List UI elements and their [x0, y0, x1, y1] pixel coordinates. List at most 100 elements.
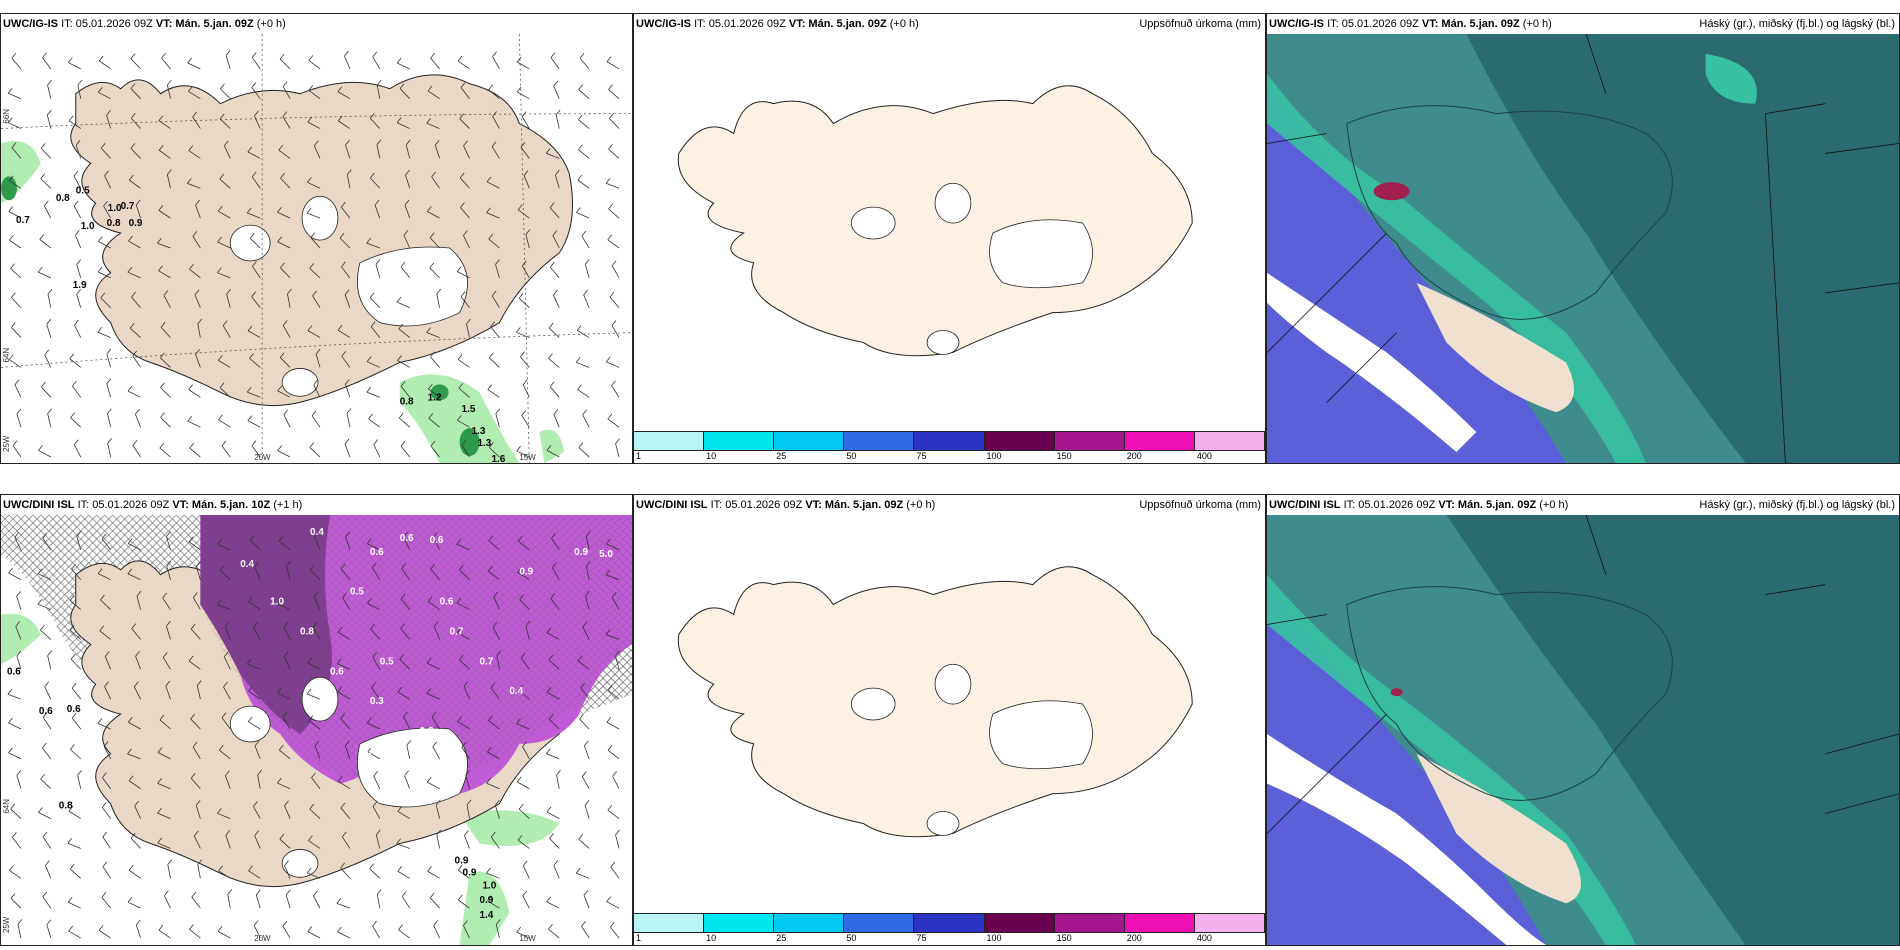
wind-barb [396, 843, 410, 849]
wind-barb [315, 353, 321, 368]
wind-barb [337, 931, 351, 939]
wind-barb [134, 805, 141, 819]
wind-barb [519, 599, 530, 610]
map-view[interactable]: 0.8 0.5 0.7 1.0 0.8 1.0 0.7 0.9 1.9 0.8 … [1, 34, 632, 463]
wind-barb [341, 266, 351, 279]
wind-barb [192, 116, 201, 129]
wind-barb-flag [217, 926, 223, 932]
lat-label: 64N [2, 799, 11, 814]
wind-barb-flag [307, 116, 313, 123]
map-view[interactable] [1267, 515, 1899, 945]
wind-barb [398, 328, 410, 338]
wind-barb-flag [127, 266, 133, 273]
wind-barb [436, 294, 441, 308]
wind-barb-flag [9, 865, 14, 871]
wind-value: 0.8 [59, 801, 73, 812]
wind-barb [132, 355, 141, 368]
wind-barb [8, 572, 22, 581]
wind-barb-flag [44, 349, 50, 356]
wind-barb [372, 925, 381, 939]
wind-barb-flag [40, 773, 45, 780]
wind-barb [456, 602, 470, 610]
wind-barb [466, 323, 470, 338]
wind-barb-flag [366, 717, 372, 724]
wind-barb-flag [311, 772, 316, 778]
wind-barb-flag [607, 234, 613, 241]
wind-barb [426, 662, 440, 670]
wind-barb-flag [37, 568, 43, 574]
wind-barb-flag [189, 924, 194, 930]
map-view[interactable] [634, 34, 1265, 431]
wind-barb [100, 297, 111, 309]
wind-barb-flag [575, 357, 581, 363]
wind-barb [99, 630, 111, 640]
wind-barb-flag [44, 200, 49, 207]
wind-value: 1.6 [491, 454, 505, 463]
wind-barb [127, 901, 141, 909]
wind-barb [520, 657, 530, 670]
model-name: UWC/IG-IS [1269, 18, 1324, 30]
wind-barb [247, 212, 261, 219]
precip-value: 0.3 [370, 696, 384, 707]
wind-barb-flag [400, 623, 405, 630]
wind-barb [163, 295, 171, 308]
wind-barb-flag [217, 808, 222, 814]
wind-barb [128, 721, 141, 730]
wind-barb [190, 628, 201, 640]
wind-barb-flag [396, 838, 401, 844]
wind-barb [217, 543, 231, 551]
wind-barb [546, 632, 560, 640]
wind-barb [283, 626, 291, 640]
wind-barb-flag [101, 802, 107, 808]
wind-barb [73, 444, 82, 458]
wind-barb-flag [158, 115, 164, 121]
wind-barb-flag [277, 236, 282, 242]
wind-barb-flag [611, 260, 617, 266]
wind-barb-flag [342, 592, 347, 598]
wind-barb-flag [492, 111, 497, 117]
wind-barb [366, 242, 380, 249]
wind-barb-flag [306, 867, 312, 874]
wind-barb-flag [157, 807, 162, 814]
wind-barb [277, 450, 291, 458]
precip-value: 5.0 [599, 549, 613, 560]
wind-barb-flag [486, 778, 491, 784]
wind-barb-flag [459, 654, 464, 660]
wind-barb-flag [75, 229, 80, 236]
wind-barb [374, 204, 381, 219]
map-view[interactable] [634, 515, 1265, 913]
wind-barb-flag [277, 207, 282, 213]
wind-barb [129, 327, 141, 338]
wind-barb-flag [254, 561, 259, 568]
wind-barb-flag [309, 564, 315, 571]
wind-value: 0.9 [463, 867, 477, 878]
wind-barb [546, 811, 560, 819]
wind-barb [608, 148, 620, 159]
wind-barb-flag [73, 170, 79, 177]
wind-barb [576, 361, 590, 368]
wind-barb [487, 751, 500, 760]
wind-barb [129, 179, 141, 189]
wind-barb-flag [426, 327, 431, 333]
wind-barb-flag [47, 288, 53, 295]
map-view[interactable]: 0.4 0.4 0.6 0.6 0.6 0.5 0.8 0.7 0.9 0.6 … [1, 515, 632, 945]
wind-barb [607, 239, 620, 249]
wind-barb-flag [313, 379, 319, 386]
wind-barb-flag [549, 833, 554, 839]
wind-barb-flag [404, 199, 410, 206]
wind-barb [431, 717, 440, 730]
map-view[interactable] [1267, 34, 1899, 463]
wind-barb-flag [460, 202, 465, 208]
wind-barb [554, 174, 560, 189]
wind-barb [436, 834, 441, 849]
wind-barb [313, 384, 321, 398]
wind-barb-flag [518, 685, 523, 691]
wind-barb-flag [372, 801, 378, 807]
wind-barb [106, 115, 112, 129]
wind-barb-flag [582, 621, 588, 628]
wind-barb-flag [218, 865, 223, 872]
wind-barb-flag [430, 440, 436, 447]
wind-barb-flag [429, 232, 435, 238]
wind-barb-flag [167, 859, 173, 865]
panel-header: UWC/DINI ISL IT: 05.01.2026 09Z VT: Mán.… [634, 495, 1265, 515]
